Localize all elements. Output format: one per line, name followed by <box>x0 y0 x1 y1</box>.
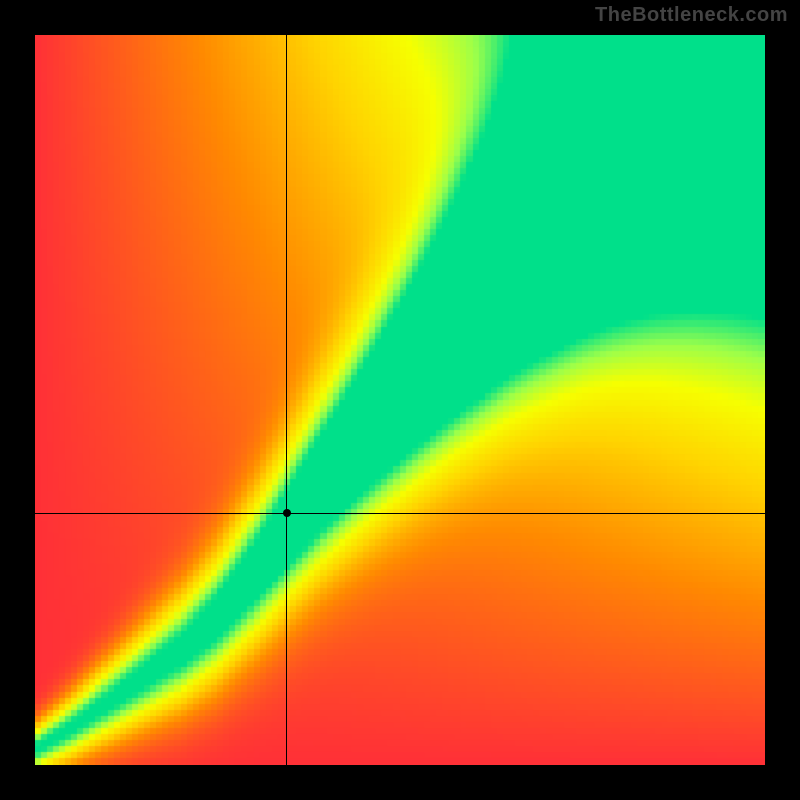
crosshair-horizontal <box>35 513 765 514</box>
bottleneck-heatmap <box>35 35 765 765</box>
crosshair-vertical <box>286 35 287 765</box>
crosshair-marker <box>283 509 291 517</box>
watermark-text: TheBottleneck.com <box>595 4 788 27</box>
chart-container: TheBottleneck.com <box>0 0 800 800</box>
